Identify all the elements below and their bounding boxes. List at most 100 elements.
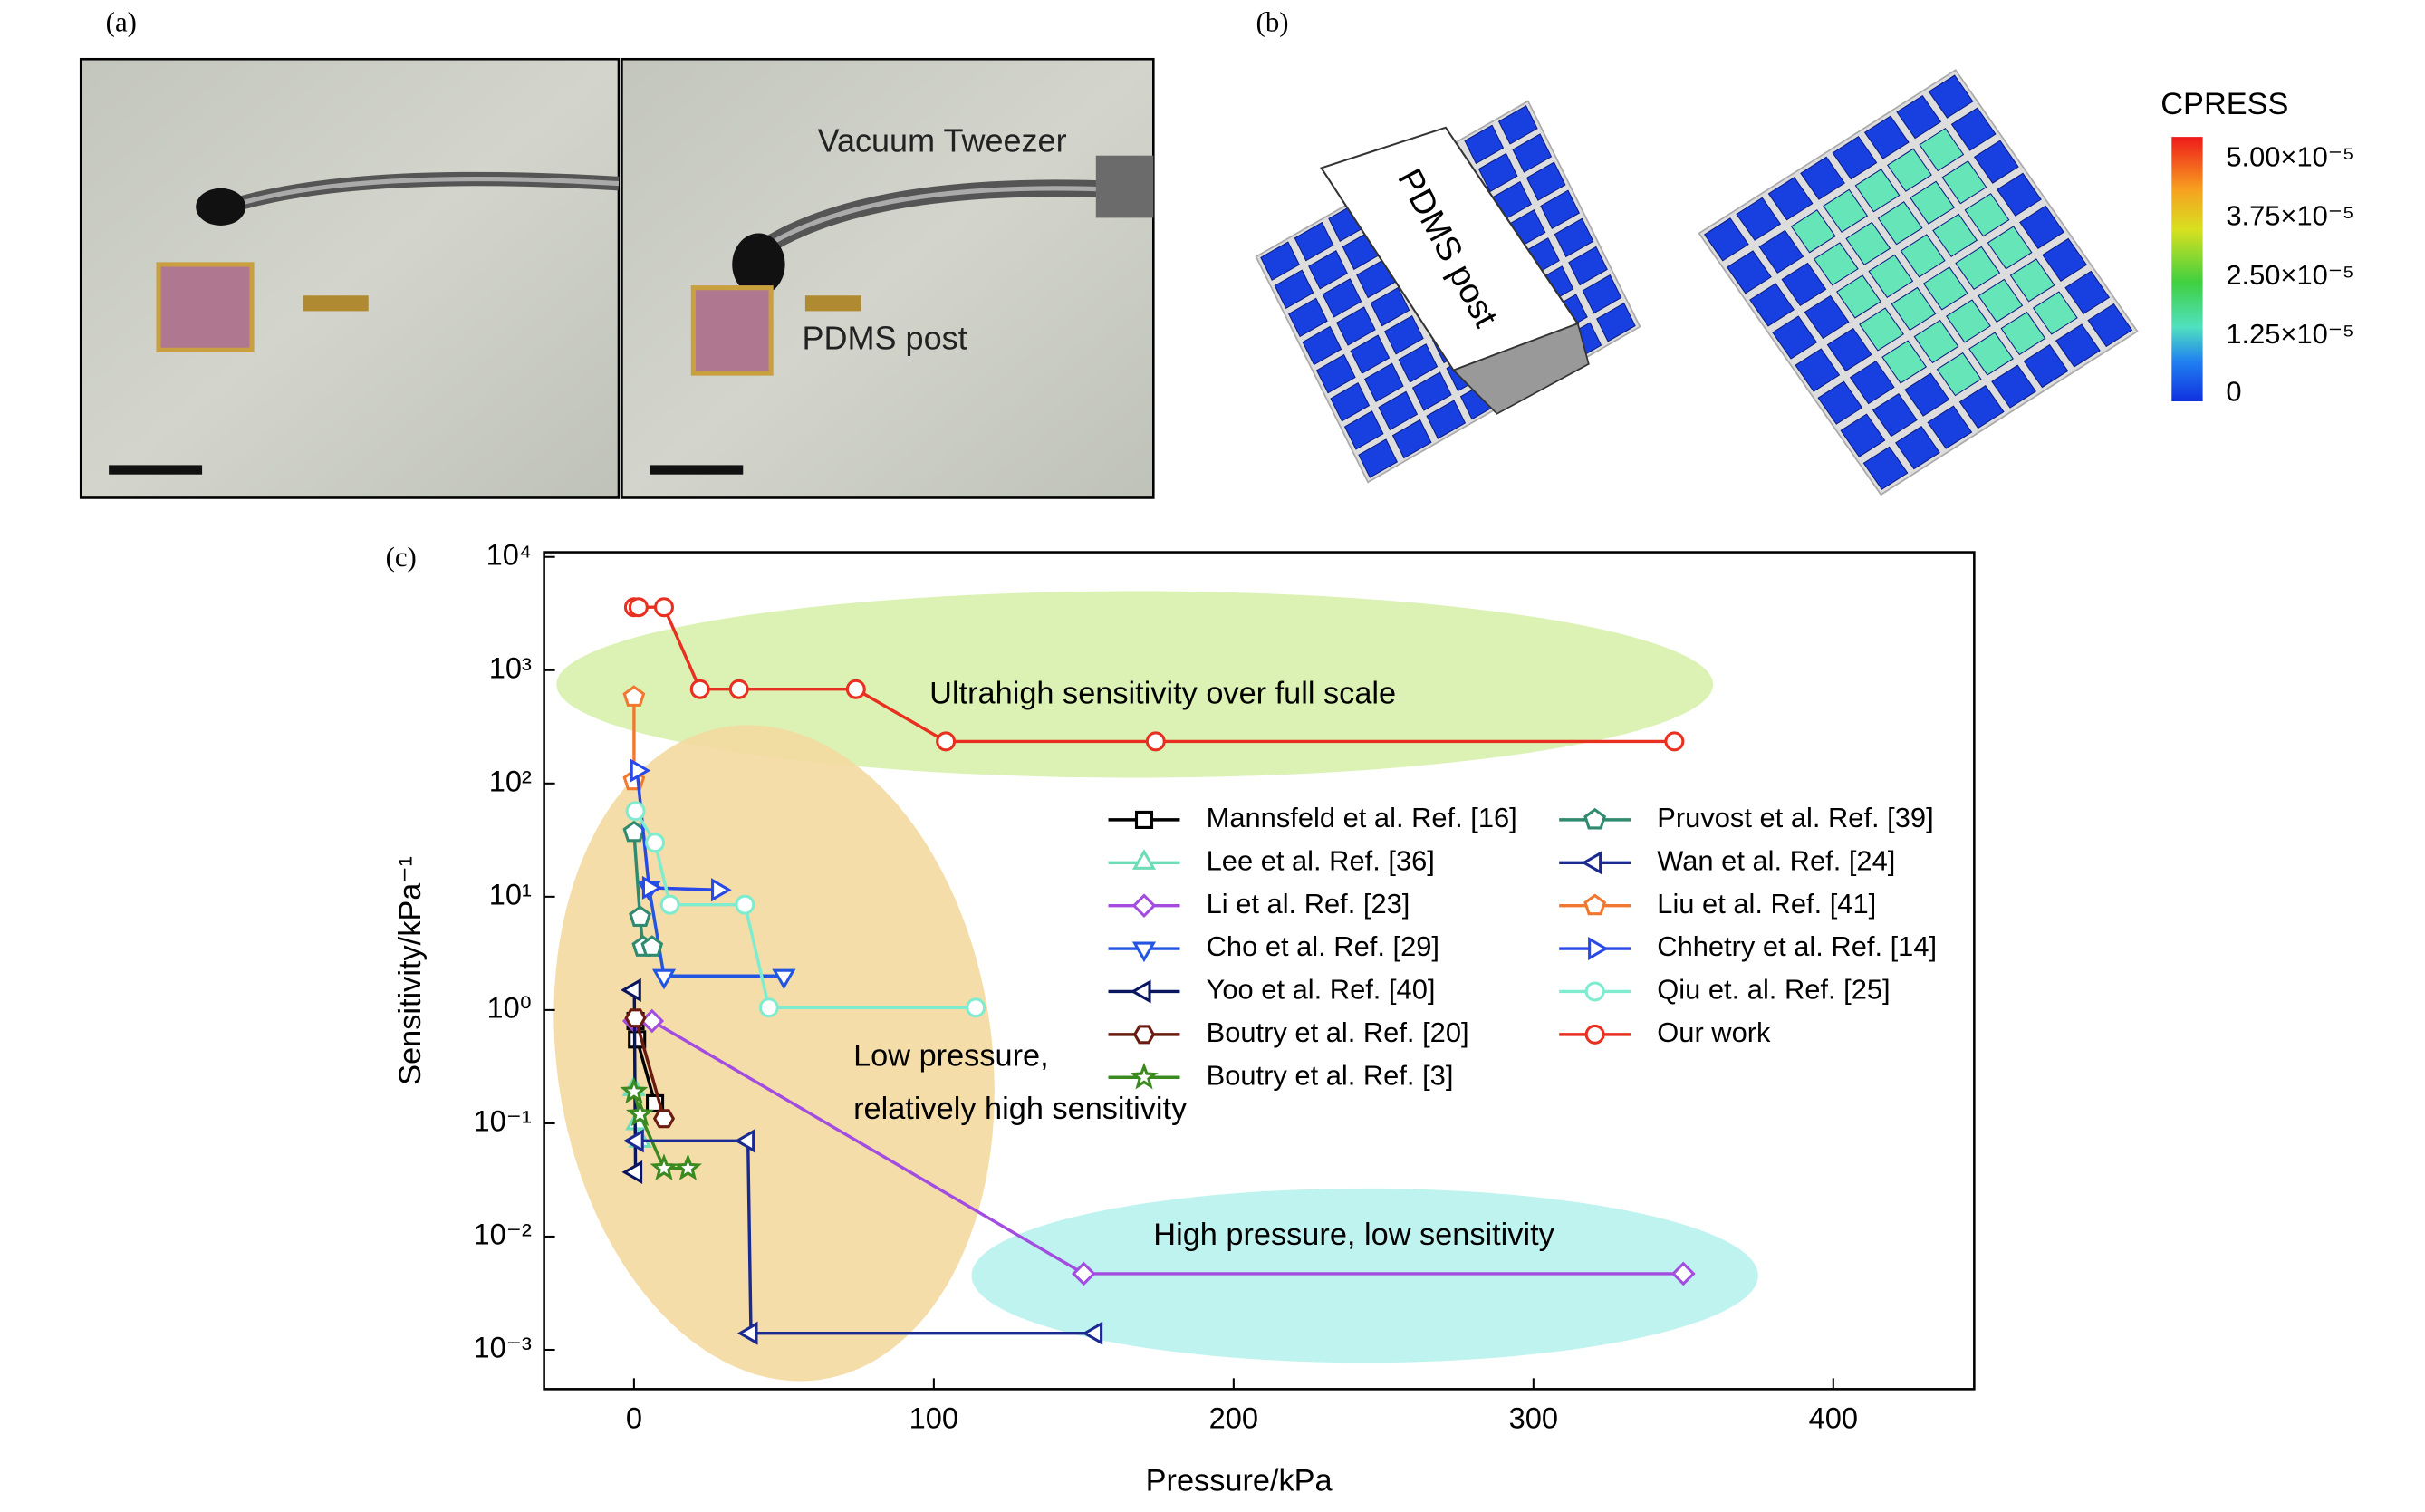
marker [728,679,749,699]
y-axis-label: Sensitivity/kPa⁻¹ [393,856,428,1085]
legend-label: Wan et al. Ref. [24] [1657,844,1895,876]
legend-marker [1583,807,1607,830]
legend-label: Chhetry et al. Ref. [14] [1657,930,1937,962]
grid-cell [1336,306,1376,346]
grid-cell [1813,242,1859,286]
grid-cell [1881,340,1928,384]
grid-cell [1703,217,1749,262]
grid-cell [1854,169,1901,213]
marker [735,894,755,915]
annotation: Vacuum Tweezer [818,121,1067,159]
legend-label: Cho et al. Ref. [29] [1207,930,1439,962]
marker [628,597,649,618]
grid-cell [1904,372,1950,417]
grid-cell [1343,410,1384,450]
legend-label: Lee et al. Ref. [36] [1207,844,1435,876]
tweezer-handle [1095,155,1154,218]
grid-cell [1308,250,1348,290]
marker [650,1153,678,1180]
grid-cell [1315,353,1356,394]
grid-cell [1891,286,1937,332]
legend-label: Pruvost et al. Ref. [39] [1657,802,1933,833]
legend-label: Li et al. Ref. [23] [1207,888,1410,920]
grid-cell [1859,307,1904,352]
grid-cell [1790,209,1836,254]
marker [1145,731,1166,752]
legend-marker [1584,1024,1605,1045]
marker [652,1109,676,1129]
marker [659,894,680,915]
marker [736,1321,758,1345]
x-tick-label: 400 [1809,1401,1858,1434]
legend-marker [1131,849,1157,870]
y-tick-label: 10¹ [489,877,532,910]
grid-cell [2087,303,2133,348]
legend-marker [1583,893,1607,916]
grid-cell [1384,314,1424,355]
x-tick-label: 300 [1509,1401,1558,1434]
grid-cell [1274,269,1314,310]
grid-cell [1958,384,2005,429]
colorbar-label: 2.50×10⁻⁵ [2226,259,2354,291]
legend-marker [1131,893,1157,919]
post [303,295,369,312]
grid-cell [1554,217,1594,258]
grid-cell [1932,213,1978,257]
marker [630,758,651,783]
grid-cell [1840,413,1886,457]
grid-cell [1913,319,1959,364]
grid-cell [1398,343,1439,383]
marker [641,875,663,900]
marker [734,1129,755,1153]
grid-cell [1391,419,1432,459]
annotation: Low pressure, [853,1039,1049,1074]
marker [626,1099,655,1127]
grid-cell [1928,74,1974,119]
grid-cell [2064,270,2111,315]
marker [640,935,664,957]
grid-cell [1772,315,1818,360]
grid-cell [1836,274,1881,319]
grid-cell [1497,105,1538,145]
marker [845,679,866,699]
annotation: relatively high sensitivity [853,1092,1188,1126]
marker [654,597,674,618]
grid-cell [2032,291,2078,335]
colorbar-label: 1.25×10⁻⁵ [2226,318,2354,350]
grid-cell [2023,343,2069,389]
grid-cell [1378,390,1419,431]
grid-cell [1464,124,1505,165]
marker [936,731,957,752]
marker [621,978,641,1002]
grid-cell [2000,311,2046,356]
plot: 0 100 200 300 400 10⁻³ 10⁻² 10⁻¹ 10⁰ 10¹ 10² 10³ 10⁴… [474,537,1938,1434]
tweezer-highlight [760,186,1120,251]
sensor-grid [1698,69,2139,496]
grid-cell [1294,221,1334,262]
panel-label: (c) [386,541,417,573]
grid-cell [1823,188,1869,233]
grid-cell [1800,156,1845,200]
legend-label: Yoo et al. Ref. [40] [1207,974,1436,1006]
grid-cell [1936,352,1982,397]
grid-cell [1582,274,1622,314]
y-tick-label: 10⁰ [487,990,532,1024]
grid-cell [1426,400,1467,439]
grid-cell [1978,278,2024,323]
grid-cell [1477,152,1518,193]
grid-cell [1288,297,1328,338]
marker [621,1160,643,1184]
marker [651,968,677,990]
x-axis-label: Pressure/kPa [1146,1463,1333,1498]
grid-cell [1941,160,1987,205]
grid-cell [1804,294,1850,340]
scale-bar [109,465,203,475]
photo [621,57,1155,499]
grid-cell [1512,133,1553,173]
grid-cell [1525,161,1566,201]
grid-cell [1749,283,1795,327]
grid-cell [1736,197,1782,241]
marker [645,833,666,853]
grid-cell [1540,189,1581,230]
